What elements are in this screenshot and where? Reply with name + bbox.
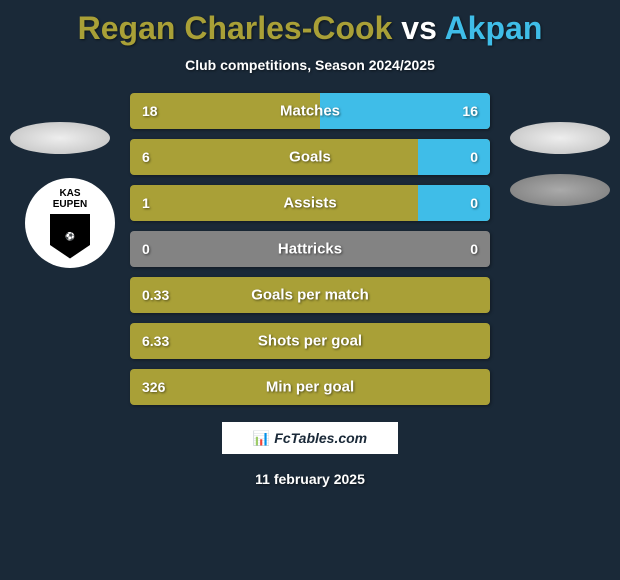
stat-value-left: 326 (142, 379, 165, 395)
stats-container: 18 Matches 16 6 Goals 0 1 Assists 0 0 Hattricks 0 0.… (130, 93, 490, 405)
chart-icon: 📊 (253, 430, 270, 447)
player2-badge-secondary (510, 174, 610, 206)
stat-value-left: 0 (142, 241, 150, 257)
stat-value-left: 18 (142, 103, 158, 119)
club-logo-shield-icon: ⚽ (50, 214, 90, 259)
title-player1: Regan Charles-Cook (78, 10, 393, 46)
stat-value-right: 0 (470, 241, 478, 257)
stat-row: 6 Goals 0 (130, 139, 490, 175)
stat-row: 0 Hattricks 0 (130, 231, 490, 267)
stat-label: Goals (289, 149, 331, 166)
stat-label: Shots per goal (258, 333, 362, 350)
stat-value-left: 1 (142, 195, 150, 211)
stat-value-left: 0.33 (142, 287, 169, 303)
footer-date: 11 february 2025 (0, 471, 620, 487)
club-logo: KAS EUPEN ⚽ (25, 178, 115, 268)
stat-label: Goals per match (251, 287, 369, 304)
stat-label: Hattricks (278, 241, 342, 258)
subtitle: Club competitions, Season 2024/2025 (0, 57, 620, 73)
stat-bar-right (418, 185, 490, 221)
stat-value-right: 0 (470, 149, 478, 165)
club-logo-text-top: KAS (59, 188, 80, 199)
stat-label: Min per goal (266, 379, 354, 396)
title-vs: vs (392, 10, 444, 46)
title-player2: Akpan (445, 10, 543, 46)
stat-row: 18 Matches 16 (130, 93, 490, 129)
footer-brand-text: FcTables.com (274, 430, 367, 446)
stat-label: Matches (280, 103, 340, 120)
club-logo-text-bottom: EUPEN (53, 199, 87, 210)
stat-row: 326 Min per goal (130, 369, 490, 405)
player1-badge (10, 122, 110, 154)
footer-brand[interactable]: 📊 FcTables.com (220, 420, 400, 456)
stat-row: 1 Assists 0 (130, 185, 490, 221)
stat-row: 6.33 Shots per goal (130, 323, 490, 359)
stat-value-left: 6 (142, 149, 150, 165)
stat-value-right: 0 (470, 195, 478, 211)
stat-row: 0.33 Goals per match (130, 277, 490, 313)
stat-value-left: 6.33 (142, 333, 169, 349)
stat-value-right: 16 (462, 103, 478, 119)
player2-badge (510, 122, 610, 154)
stat-bar-right (418, 139, 490, 175)
page-title: Regan Charles-Cook vs Akpan (0, 0, 620, 47)
stat-label: Assists (283, 195, 336, 212)
